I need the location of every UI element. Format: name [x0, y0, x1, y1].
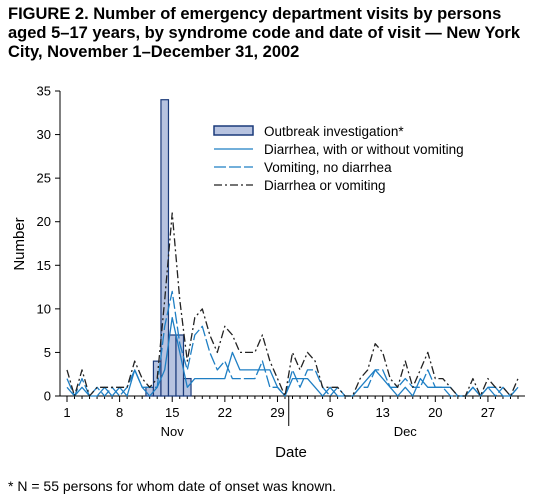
y-tick-label: 30	[37, 127, 51, 142]
x-tick-label: 22	[218, 405, 232, 420]
y-tick-label: 10	[37, 301, 51, 316]
series-line	[66, 212, 519, 397]
series-line	[66, 316, 519, 397]
y-tick-label: 5	[44, 345, 51, 360]
month-label: Dec	[394, 424, 418, 439]
x-tick-label: 27	[481, 405, 495, 420]
x-axis-title: Date	[275, 444, 307, 461]
y-axis-title: Number	[11, 217, 28, 270]
x-tick-label: 15	[165, 405, 179, 420]
legend-label: Vomiting, no diarrhea	[264, 160, 392, 175]
month-label: Nov	[161, 424, 185, 439]
bar	[145, 386, 155, 397]
y-tick-label: 15	[37, 258, 51, 273]
x-tick-label: 1	[63, 405, 70, 420]
series-line	[66, 290, 519, 397]
bar	[175, 334, 185, 397]
y-tick-label: 25	[37, 171, 51, 186]
y-tick-label: 20	[37, 214, 51, 229]
line-series	[66, 212, 519, 397]
chart-axes: 0 5 10 15 20 25 30 35 1 8 15 22 29 6 13 20 27 Nov Dec	[37, 84, 525, 439]
chart-legend: Outbreak investigation* Diarrhea, with or…	[213, 124, 464, 193]
legend-swatch	[213, 125, 254, 136]
legend-label: Diarrhea or vomiting	[264, 178, 386, 193]
figure-title: FIGURE 2. Number of emergency department…	[8, 5, 520, 61]
bar	[160, 99, 170, 397]
x-tick-label: 13	[375, 405, 389, 420]
y-tick-label: 0	[44, 389, 51, 404]
legend-label: Diarrhea, with or without vomiting	[264, 142, 464, 157]
y-tick-label: 35	[37, 84, 51, 99]
x-tick-label: 20	[428, 405, 442, 420]
x-tick-label: 8	[116, 405, 123, 420]
x-tick-label: 29	[270, 405, 284, 420]
bar	[167, 334, 177, 397]
legend-label: Outbreak investigation*	[264, 124, 404, 139]
x-tick-label: 6	[326, 405, 333, 420]
bar-series	[145, 99, 192, 397]
footnote: * N = 55 persons for whom date of onset …	[8, 478, 337, 494]
